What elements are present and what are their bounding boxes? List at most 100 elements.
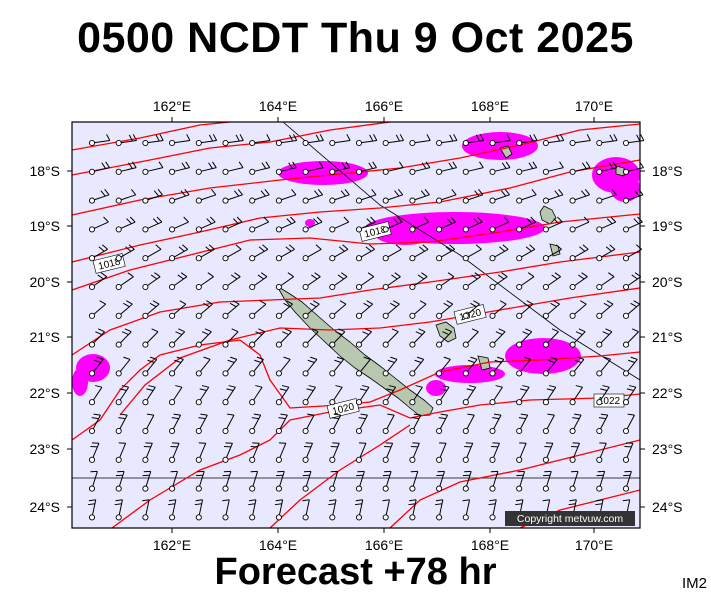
wind-barb [516, 134, 538, 147]
wind-barb [436, 189, 457, 204]
chart-title: 0500 NCDT Thu 9 Oct 2025 [77, 14, 634, 62]
wind-barb [436, 216, 456, 233]
border-line [282, 121, 641, 381]
wind-barb [195, 216, 216, 233]
wind-barb [249, 470, 259, 492]
wind-barb [596, 300, 614, 319]
lat-tick-label: 19°S [652, 218, 683, 234]
map-frame [71, 121, 641, 529]
wind-barb [596, 442, 607, 463]
wind-barb [408, 499, 417, 521]
wind-barb [195, 328, 212, 348]
wind-barb [302, 413, 315, 435]
wind-barb [142, 161, 164, 175]
wind-barb [462, 470, 472, 492]
wind-barb [489, 244, 509, 262]
wind-barb [355, 470, 365, 492]
wind-barb [329, 189, 350, 204]
wind-barb [382, 189, 404, 204]
wind-barb [249, 244, 269, 262]
wind-barb [222, 470, 232, 492]
wind-barb [489, 356, 505, 377]
wind-barb [275, 356, 291, 377]
lon-tick-label: 170°E [575, 98, 613, 114]
wind-barb [409, 134, 431, 147]
wind-barb [409, 356, 425, 377]
wind-barb [169, 413, 182, 435]
wind-barb [542, 356, 558, 377]
wind-barb [382, 300, 400, 319]
copyright-box [505, 511, 635, 526]
lon-tick-label: 168°E [471, 98, 509, 114]
wind-barb [115, 470, 125, 492]
wind-barb [489, 442, 500, 463]
wind-barb [275, 272, 294, 291]
wind-barb [88, 385, 103, 406]
wind-barb [169, 328, 186, 348]
wind-barb [249, 385, 263, 406]
lon-tick-label: 166°E [365, 537, 403, 553]
wind-barb [142, 300, 160, 319]
wind-barb [569, 272, 588, 291]
wind-barb [436, 328, 453, 348]
wind-barb [275, 161, 297, 175]
wind-barb [328, 499, 337, 521]
wind-barb [569, 328, 586, 348]
wind-barb [622, 300, 641, 319]
wind-barb [409, 161, 431, 175]
wind-barb [569, 385, 583, 406]
wind-barb [596, 328, 613, 348]
land-masses [72, 121, 641, 479]
lat-tick-label: 18°S [29, 163, 60, 179]
wind-barb [169, 272, 188, 291]
wind-barb [409, 470, 419, 492]
wind-barb [462, 499, 471, 521]
wind-barb [569, 442, 581, 463]
wind-barb [115, 161, 137, 175]
wind-barb [569, 134, 591, 147]
wind-barb [516, 272, 535, 291]
wind-barb [88, 356, 104, 377]
wind-barb [382, 413, 395, 435]
wind-barb [142, 272, 161, 291]
wind-barb [569, 244, 589, 262]
wind-barb [142, 356, 158, 377]
wind-barb [275, 442, 287, 463]
wind-barb [409, 244, 429, 262]
wind-barb [516, 356, 531, 377]
wind-barb [516, 189, 537, 204]
wind-barb [274, 499, 284, 521]
copyright-text: Copyright metvuw.com [517, 513, 623, 525]
wind-barb [382, 356, 398, 377]
wind-barb [569, 300, 587, 319]
loyalty-island-lifou [435, 321, 457, 343]
wind-barb [489, 470, 499, 492]
wind-barb [596, 356, 611, 377]
wind-barb [489, 300, 507, 319]
wind-barb [542, 244, 562, 262]
lat-tick-label: 24°S [652, 499, 683, 515]
wind-barb [222, 272, 241, 291]
wind-barb [275, 244, 295, 262]
wind-barb [355, 413, 368, 435]
wind-barb [222, 161, 244, 175]
wind-barb [249, 216, 269, 233]
wind-barb [222, 413, 235, 435]
wind-barb [302, 272, 321, 291]
wind-barb [249, 272, 268, 291]
wind-barb [596, 216, 617, 233]
wind-barb [142, 328, 159, 348]
wind-barb [88, 161, 110, 175]
wind-barb [195, 442, 207, 463]
wind-barb [142, 189, 163, 204]
wind-barb [409, 189, 430, 204]
wind-barb [88, 328, 105, 348]
lon-tick-label: 164°E [259, 98, 297, 114]
wind-barb [488, 499, 497, 521]
wind-barb [195, 300, 213, 319]
lon-tick-label: 162°E [153, 537, 191, 553]
wind-barb [195, 161, 217, 175]
wind-barb [622, 189, 644, 204]
wind-barb [436, 470, 445, 492]
wind-barb [516, 385, 530, 406]
